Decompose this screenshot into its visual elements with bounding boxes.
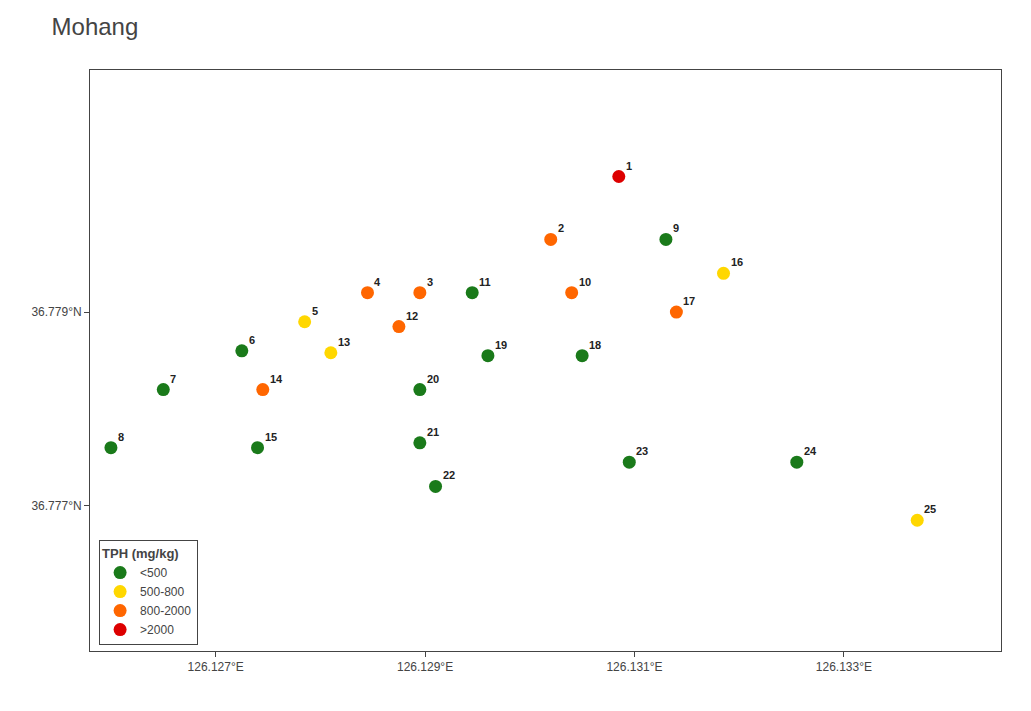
svg-text:19: 19: [495, 339, 507, 351]
svg-text:1: 1: [626, 160, 632, 172]
svg-text:12: 12: [406, 310, 418, 322]
svg-text:17: 17: [683, 295, 695, 307]
svg-text:10: 10: [579, 276, 591, 288]
svg-text:23: 23: [636, 445, 648, 457]
svg-text:11: 11: [479, 276, 491, 288]
svg-text:25: 25: [924, 503, 936, 515]
svg-text:24: 24: [804, 445, 817, 457]
svg-text:800-2000: 800-2000: [140, 604, 191, 618]
svg-text:Mohang: Mohang: [52, 13, 139, 40]
svg-text:36.777°N: 36.777°N: [31, 499, 81, 513]
svg-text:22: 22: [443, 469, 455, 481]
svg-text:36.779°N: 36.779°N: [31, 305, 81, 319]
svg-text:20: 20: [427, 373, 439, 385]
svg-text:126.131°E: 126.131°E: [606, 660, 662, 674]
svg-text:8: 8: [118, 431, 124, 443]
svg-text:3: 3: [427, 276, 433, 288]
svg-text:16: 16: [731, 256, 743, 268]
svg-text:14: 14: [270, 373, 283, 385]
svg-text:2: 2: [558, 222, 564, 234]
svg-text:6: 6: [249, 334, 255, 346]
svg-text:21: 21: [427, 426, 439, 438]
svg-text:500-800: 500-800: [140, 585, 184, 599]
svg-text:126.127°E: 126.127°E: [188, 660, 244, 674]
svg-text:15: 15: [265, 431, 277, 443]
svg-text:126.129°E: 126.129°E: [397, 660, 453, 674]
svg-text:5: 5: [312, 305, 318, 317]
svg-text:13: 13: [338, 336, 350, 348]
svg-text:126.133°E: 126.133°E: [816, 660, 872, 674]
svg-text:>2000: >2000: [140, 623, 174, 637]
svg-text:<500: <500: [140, 566, 167, 580]
svg-text:TPH (mg/kg): TPH (mg/kg): [102, 546, 179, 561]
svg-text:18: 18: [589, 339, 601, 351]
svg-text:4: 4: [374, 276, 381, 288]
svg-text:7: 7: [170, 373, 176, 385]
svg-text:9: 9: [673, 222, 679, 234]
